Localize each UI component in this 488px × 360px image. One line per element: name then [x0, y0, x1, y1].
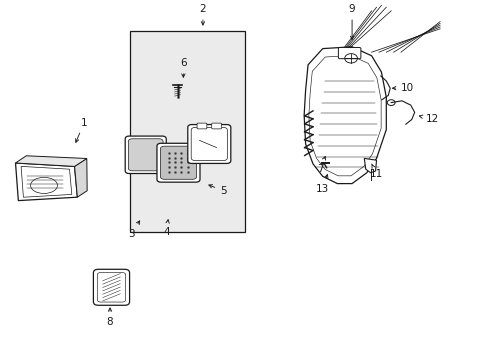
Text: 8: 8 — [106, 308, 113, 327]
Text: 4: 4 — [163, 220, 169, 237]
Text: 7: 7 — [316, 157, 325, 174]
Polygon shape — [16, 163, 77, 201]
Text: 6: 6 — [180, 58, 186, 77]
Text: 2: 2 — [199, 4, 206, 25]
FancyBboxPatch shape — [125, 136, 166, 174]
Text: 13: 13 — [315, 175, 329, 194]
FancyBboxPatch shape — [187, 125, 230, 163]
FancyBboxPatch shape — [93, 269, 129, 305]
FancyBboxPatch shape — [191, 127, 227, 161]
Text: 5: 5 — [208, 185, 226, 196]
Text: 1: 1 — [76, 118, 87, 142]
Text: 12: 12 — [418, 114, 438, 124]
FancyBboxPatch shape — [211, 123, 221, 129]
Polygon shape — [74, 158, 87, 197]
Text: 9: 9 — [348, 4, 355, 39]
FancyBboxPatch shape — [157, 143, 200, 182]
Polygon shape — [21, 166, 72, 197]
Polygon shape — [304, 47, 386, 184]
Polygon shape — [16, 156, 87, 166]
Polygon shape — [364, 158, 376, 173]
FancyBboxPatch shape — [338, 48, 360, 59]
Text: 11: 11 — [369, 164, 383, 179]
FancyBboxPatch shape — [160, 146, 196, 179]
FancyBboxPatch shape — [97, 273, 125, 302]
FancyBboxPatch shape — [197, 123, 206, 129]
FancyBboxPatch shape — [128, 139, 163, 171]
Text: 10: 10 — [392, 83, 413, 93]
Text: 3: 3 — [127, 221, 140, 239]
Bar — [129, 31, 245, 232]
